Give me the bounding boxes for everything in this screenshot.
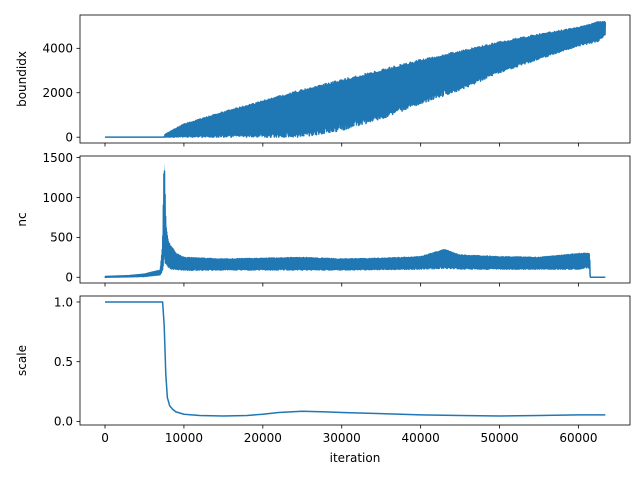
scale-x-tick-label: 10000 xyxy=(165,431,203,445)
nc-panel: 0 500 1000 1500 nc xyxy=(15,151,631,287)
nc-y-tick-label: 1500 xyxy=(42,151,73,165)
scale-axes-frame xyxy=(79,295,631,426)
nc-series-line xyxy=(104,170,606,279)
boundidx-y-tick-label: 4000 xyxy=(42,42,73,56)
scale-x-tick-label: 30000 xyxy=(323,431,361,445)
boundidx-y-tick-label: 0 xyxy=(65,130,73,144)
scale-x-tick-label: 40000 xyxy=(402,431,440,445)
scale-x-tick-label: 60000 xyxy=(559,431,597,445)
scale-series-line xyxy=(105,301,606,417)
nc-y-tick-label: 500 xyxy=(50,231,73,245)
boundidx-axes-frame xyxy=(79,14,631,144)
boundidx-series-band xyxy=(105,22,606,138)
scale-plot-area xyxy=(105,301,606,417)
boundidx-y-axis-label: boundidx xyxy=(15,51,29,107)
nc-y-axis-label: nc xyxy=(15,212,29,226)
scale-y-tick-label: 0.0 xyxy=(54,415,73,429)
nc-axes-frame xyxy=(79,155,631,284)
scale-y-axis-label: scale xyxy=(15,345,29,376)
scale-y-tick-label: 1.0 xyxy=(54,295,73,309)
nc-plot-area xyxy=(104,162,606,279)
boundidx-y-tick-label: 2000 xyxy=(42,86,73,100)
nc-series-band xyxy=(105,162,606,278)
nc-y-tick-label: 1000 xyxy=(42,191,73,205)
boundidx-plot-area xyxy=(104,20,607,138)
nc-y-tick-label: 0 xyxy=(65,271,73,285)
boundidx-panel: 0 2000 4000 boundidx xyxy=(15,14,631,147)
scale-x-tick-label: 0 xyxy=(101,431,109,445)
x-axis-label: iteration xyxy=(330,451,381,465)
scale-x-tick-label: 50000 xyxy=(480,431,518,445)
scale-y-tick-label: 0.5 xyxy=(54,355,73,369)
scale-panel: 0 10000 20000 30000 40000 50000 60000 0.0 0.5 1.0… xyxy=(15,295,631,465)
scale-x-tick-label: 20000 xyxy=(244,431,282,445)
